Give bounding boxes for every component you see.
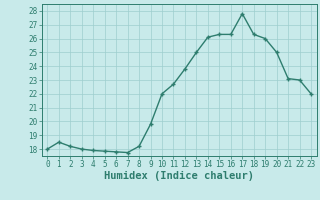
X-axis label: Humidex (Indice chaleur): Humidex (Indice chaleur) (104, 171, 254, 181)
